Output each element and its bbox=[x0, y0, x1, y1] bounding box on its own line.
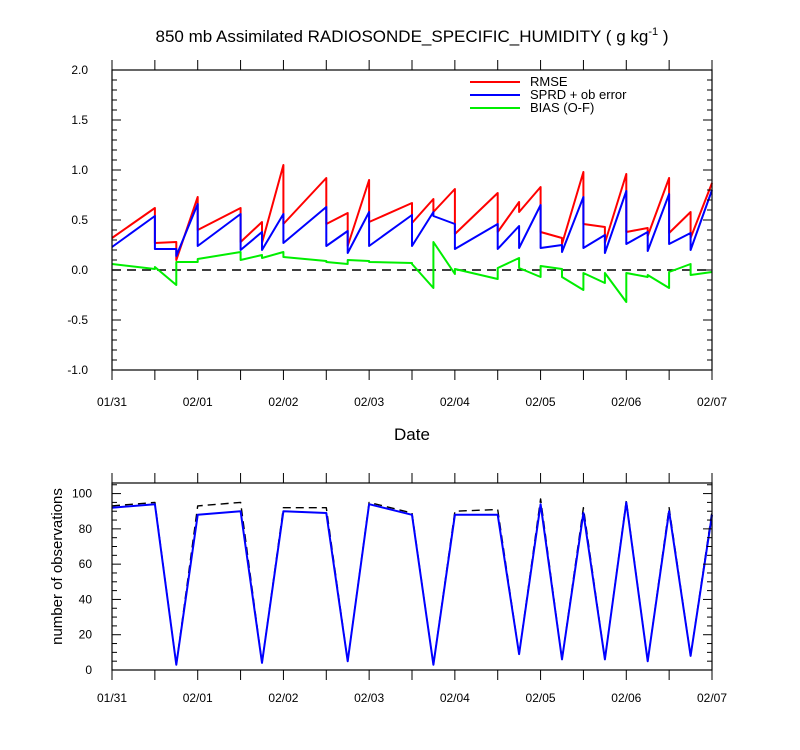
top-series-group bbox=[111, 164, 713, 303]
y-tick-label: 1.5 bbox=[71, 113, 88, 127]
x-tick-label: 02/03 bbox=[354, 691, 384, 705]
series-line-sprd-ob-error bbox=[111, 189, 713, 257]
x-tick-label: 02/02 bbox=[268, 395, 298, 409]
legend-label: BIAS (O-F) bbox=[530, 100, 594, 115]
y-tick-label: 0.5 bbox=[71, 213, 88, 227]
bottom-series-group bbox=[111, 498, 713, 666]
y-axis-label: number of observations bbox=[49, 488, 66, 645]
x-tick-label: 02/01 bbox=[183, 395, 213, 409]
top-plot: -1.0 -0.5 0.0 0.5 1.0 1.5 2.0 01/31 02/01 02/02 02… bbox=[67, 60, 727, 409]
y-tick-label: 60 bbox=[79, 557, 93, 571]
x-tick-label: 02/03 bbox=[354, 395, 384, 409]
y-tick-label: 100 bbox=[72, 487, 92, 501]
x-tick-label: 01/31 bbox=[97, 395, 127, 409]
top-ticks: -1.0 -0.5 0.0 0.5 1.0 1.5 2.0 01/31 02/01 02/02 02… bbox=[67, 60, 727, 409]
series-line-possible bbox=[111, 498, 713, 666]
y-tick-label: 0 bbox=[85, 663, 92, 677]
x-tick-label: 02/01 bbox=[183, 691, 213, 705]
y-tick-label: 80 bbox=[79, 522, 93, 536]
x-tick-label: 02/02 bbox=[268, 691, 298, 705]
bottom-plot: 0 20 40 60 80 100 01/31 02/01 02/02 02/03 02/04 02/… bbox=[72, 473, 727, 705]
x-tick-label: 02/04 bbox=[440, 691, 470, 705]
bottom-plot-frame bbox=[111, 482, 713, 671]
legend-label: SPRD + ob error bbox=[530, 87, 627, 102]
x-tick-label: 02/07 bbox=[697, 395, 727, 409]
y-tick-label: 1.0 bbox=[71, 163, 88, 177]
x-tick-label: 02/04 bbox=[440, 395, 470, 409]
series-line-bias-o-f bbox=[111, 241, 713, 303]
series-line-assimilated bbox=[111, 501, 713, 666]
y-tick-label: -1.0 bbox=[67, 363, 88, 377]
x-tick-label: 02/06 bbox=[611, 395, 641, 409]
y-tick-label: 20 bbox=[79, 628, 93, 642]
x-tick-label: 01/31 bbox=[97, 691, 127, 705]
x-tick-label: 02/05 bbox=[526, 691, 556, 705]
bottom-ticks: 0 20 40 60 80 100 01/31 02/01 02/02 02/03 02/04 02/… bbox=[72, 473, 727, 705]
y-tick-label: -0.5 bbox=[67, 313, 88, 327]
y-tick-label: 0.0 bbox=[71, 263, 88, 277]
y-tick-label: 2.0 bbox=[71, 63, 88, 77]
x-tick-label: 02/05 bbox=[526, 395, 556, 409]
chart-title: 850 mb Assimilated RADIOSONDE_SPECIFIC_H… bbox=[156, 26, 669, 46]
x-tick-label: 02/06 bbox=[611, 691, 641, 705]
y-tick-label: 40 bbox=[79, 592, 93, 606]
legend-label: RMSE bbox=[530, 74, 568, 89]
x-axis-label: Date bbox=[394, 425, 430, 444]
x-tick-label: 02/07 bbox=[697, 691, 727, 705]
